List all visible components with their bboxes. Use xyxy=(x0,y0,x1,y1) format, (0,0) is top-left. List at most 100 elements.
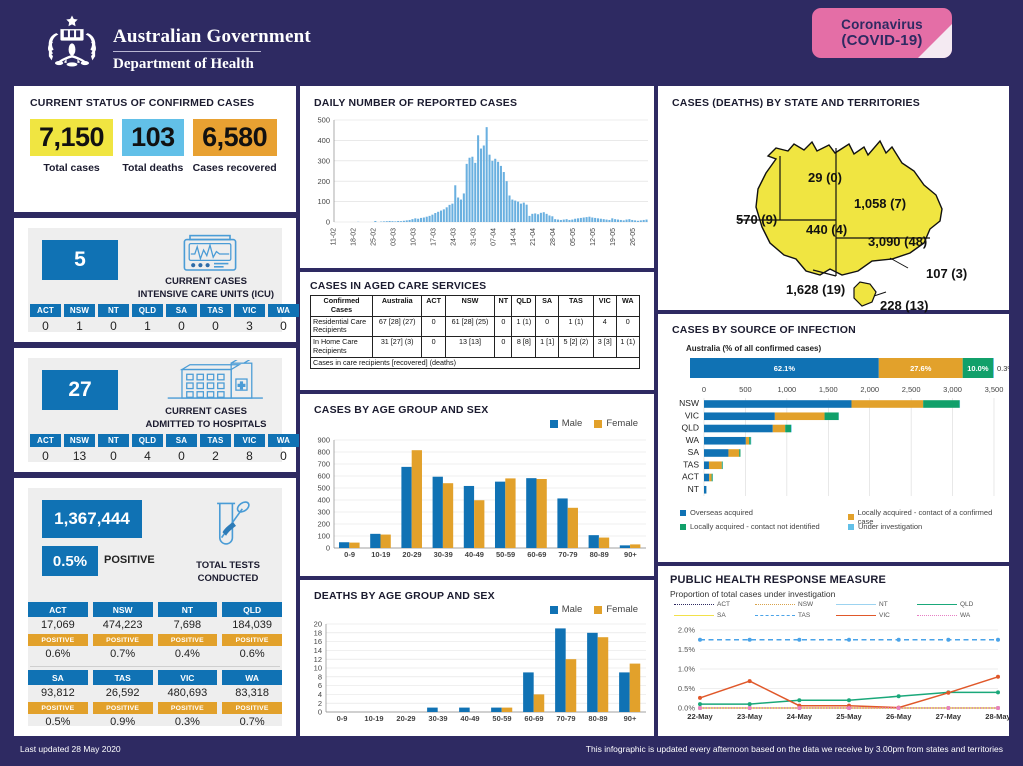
icu-count: 5 xyxy=(42,240,118,280)
source-legend-swatch-1 xyxy=(848,514,854,520)
ecg-monitor-icon xyxy=(183,234,237,271)
hospital-caption-line-2: ADMITTED TO HOSPITALS xyxy=(145,418,267,430)
aged-care-header-row: Confirmed Cases Australia ACT NSW NT QLD SA TAS… xyxy=(310,295,641,317)
aged-care-cell-1-7: 3 [3] xyxy=(593,336,617,358)
svg-text:90+: 90+ xyxy=(624,550,637,559)
svg-text:500: 500 xyxy=(317,116,330,125)
svg-text:TAS: TAS xyxy=(683,459,699,469)
svg-text:18: 18 xyxy=(314,628,322,637)
svg-text:1,000: 1,000 xyxy=(777,385,796,394)
icu-state-label-sa: SA xyxy=(166,304,197,317)
svg-text:NSW: NSW xyxy=(679,398,699,408)
phrm-legend-item-sa: SA xyxy=(674,612,726,619)
tests-state-wa: WA xyxy=(222,670,282,685)
deaths-by-age-legend: Male Female xyxy=(549,604,638,615)
svg-text:03-03: 03-03 xyxy=(390,228,397,246)
aged-care-col-1: Australia xyxy=(371,295,423,317)
phrm-legend-label-nt: NT xyxy=(879,601,888,608)
tests-positive-tag-wa: POSITIVE xyxy=(222,702,282,714)
source-subtitle: Australia (% of all confirmed cases) xyxy=(686,344,822,353)
svg-text:700: 700 xyxy=(317,460,330,469)
svg-text:NT: NT xyxy=(688,484,699,494)
svg-text:20-29: 20-29 xyxy=(402,550,421,559)
daily-cases-card: DAILY NUMBER OF REPORTED CASES 0 100 200 30… xyxy=(300,86,654,268)
svg-text:3,500: 3,500 xyxy=(985,385,1004,394)
phrm-legend-item-nsw: NSW xyxy=(755,601,813,608)
badge-line-2: (COVID-19) xyxy=(841,32,923,49)
hospital-state-label-wa: WA xyxy=(268,434,299,447)
tests-count-sa: 93,812 xyxy=(41,687,75,699)
tests-count-vic: 480,693 xyxy=(167,687,208,699)
svg-text:40-49: 40-49 xyxy=(460,714,479,723)
phrm-legend-label-sa: SA xyxy=(717,612,726,619)
tests-positive-tag-tas: POSITIVE xyxy=(92,702,153,714)
kpi-cases-recovered-label: Cases recovered xyxy=(192,162,277,175)
gov-line-1: Australian Government xyxy=(113,26,311,47)
svg-text:62.1%: 62.1% xyxy=(774,364,796,373)
source-legend-label-3: Under investigation xyxy=(858,522,923,531)
svg-text:300: 300 xyxy=(317,156,330,165)
phrm-legend-label-wa: WA xyxy=(960,612,971,619)
tests-cell-qld: QLD 184,039 POSITIVE 0.6% xyxy=(222,602,282,663)
svg-text:24-May: 24-May xyxy=(787,712,813,721)
phrm-legend-line-vic xyxy=(836,615,876,616)
svg-text:QLD: QLD xyxy=(682,423,699,433)
svg-text:28-May: 28-May xyxy=(985,712,1009,721)
phrm-legend-item-nt: NT xyxy=(836,601,888,608)
kpi-cases-recovered: 6,580 Cases recovered xyxy=(192,119,277,175)
svg-text:14: 14 xyxy=(314,646,322,655)
tests-cell-nt: NT 7,698 POSITIVE 0.4% xyxy=(157,602,218,663)
tests-count-nt: 7,698 xyxy=(173,619,202,631)
svg-text:800: 800 xyxy=(317,448,330,457)
hospital-state-cell-nsw: NSW 13 xyxy=(64,434,95,463)
public-health-response-chart: 0.0% 0.5% 1.0% 1.5% 2.0% 22-May 23-May 24-May 25… xyxy=(678,626,1009,721)
legend-swatch-female-deaths xyxy=(594,605,603,614)
phrm-legend-line-sa xyxy=(674,615,714,616)
tests-cell-vic: VIC 480,693 POSITIVE 0.3% xyxy=(157,670,218,731)
tests-positive-tag-act: POSITIVE xyxy=(28,634,88,646)
aged-care-cell-1-8: 1 (1) xyxy=(615,336,641,358)
legend-swatch-male-deaths xyxy=(549,605,558,614)
svg-text:80-89: 80-89 xyxy=(590,550,609,559)
icu-state-cell-act: ACT 0 xyxy=(30,304,61,333)
aged-care-col-7: TAS xyxy=(557,295,595,317)
kpi-cases-recovered-value: 6,580 xyxy=(192,119,277,157)
svg-text:27.6%: 27.6% xyxy=(910,364,932,373)
aged-care-cell-0-7: 4 xyxy=(593,315,617,338)
kpi-total-deaths-value: 103 xyxy=(122,119,184,157)
page-header: Australian Government Department of Heal… xyxy=(0,0,1023,80)
svg-text:0.0%: 0.0% xyxy=(678,704,695,713)
cases-by-age-legend: Male Female xyxy=(549,418,638,429)
svg-text:27-May: 27-May xyxy=(936,712,962,721)
svg-text:60-69: 60-69 xyxy=(524,714,543,723)
svg-text:70-79: 70-79 xyxy=(558,550,577,559)
svg-text:05-05: 05-05 xyxy=(570,228,577,246)
aged-care-cell-0-0: 67 [28] (27) xyxy=(371,315,423,338)
icu-state-label-wa: WA xyxy=(268,304,299,317)
kpi-total-deaths-label: Total deaths xyxy=(122,162,184,175)
aged-care-cell-1-1: 0 xyxy=(421,336,446,358)
svg-text:3,000: 3,000 xyxy=(943,385,962,394)
map-label-vic: 1,628 (19) xyxy=(786,282,846,297)
legend-label-female-deaths: Female xyxy=(606,604,638,615)
source-legend-label-2: Locally acquired - contact not identifie… xyxy=(690,522,820,531)
kpi-total-deaths: 103 Total deaths xyxy=(122,119,184,174)
icu-state-cell-tas: TAS 0 xyxy=(200,304,231,333)
hospital-state-label-qld: QLD xyxy=(132,434,163,447)
hospital-count: 27 xyxy=(42,370,118,410)
legend-label-female: Female xyxy=(606,418,638,429)
current-status-card: CURRENT STATUS OF CONFIRMED CASES 7,150 … xyxy=(14,86,296,212)
map-label-wa: 570 (9) xyxy=(736,212,778,227)
phrm-legend-label-vic: VIC xyxy=(879,612,890,619)
australia-map xyxy=(738,139,943,307)
svg-text:WA: WA xyxy=(686,435,700,445)
wordmark-divider xyxy=(113,51,261,52)
table-row: In Home Care Recipients 31 [27] (3) 0 13 [1… xyxy=(310,336,641,358)
aged-care-cell-1-4: 8 [8] xyxy=(511,336,537,358)
footer-last-updated: Last updated 28 May 2020 xyxy=(20,744,121,754)
aged-care-row-label-0: Residential Care Recipients xyxy=(310,315,373,338)
aged-care-col-6: SA xyxy=(535,295,559,317)
aged-care-row-label-1: In Home Care Recipients xyxy=(310,336,373,358)
svg-text:50-59: 50-59 xyxy=(496,550,515,559)
